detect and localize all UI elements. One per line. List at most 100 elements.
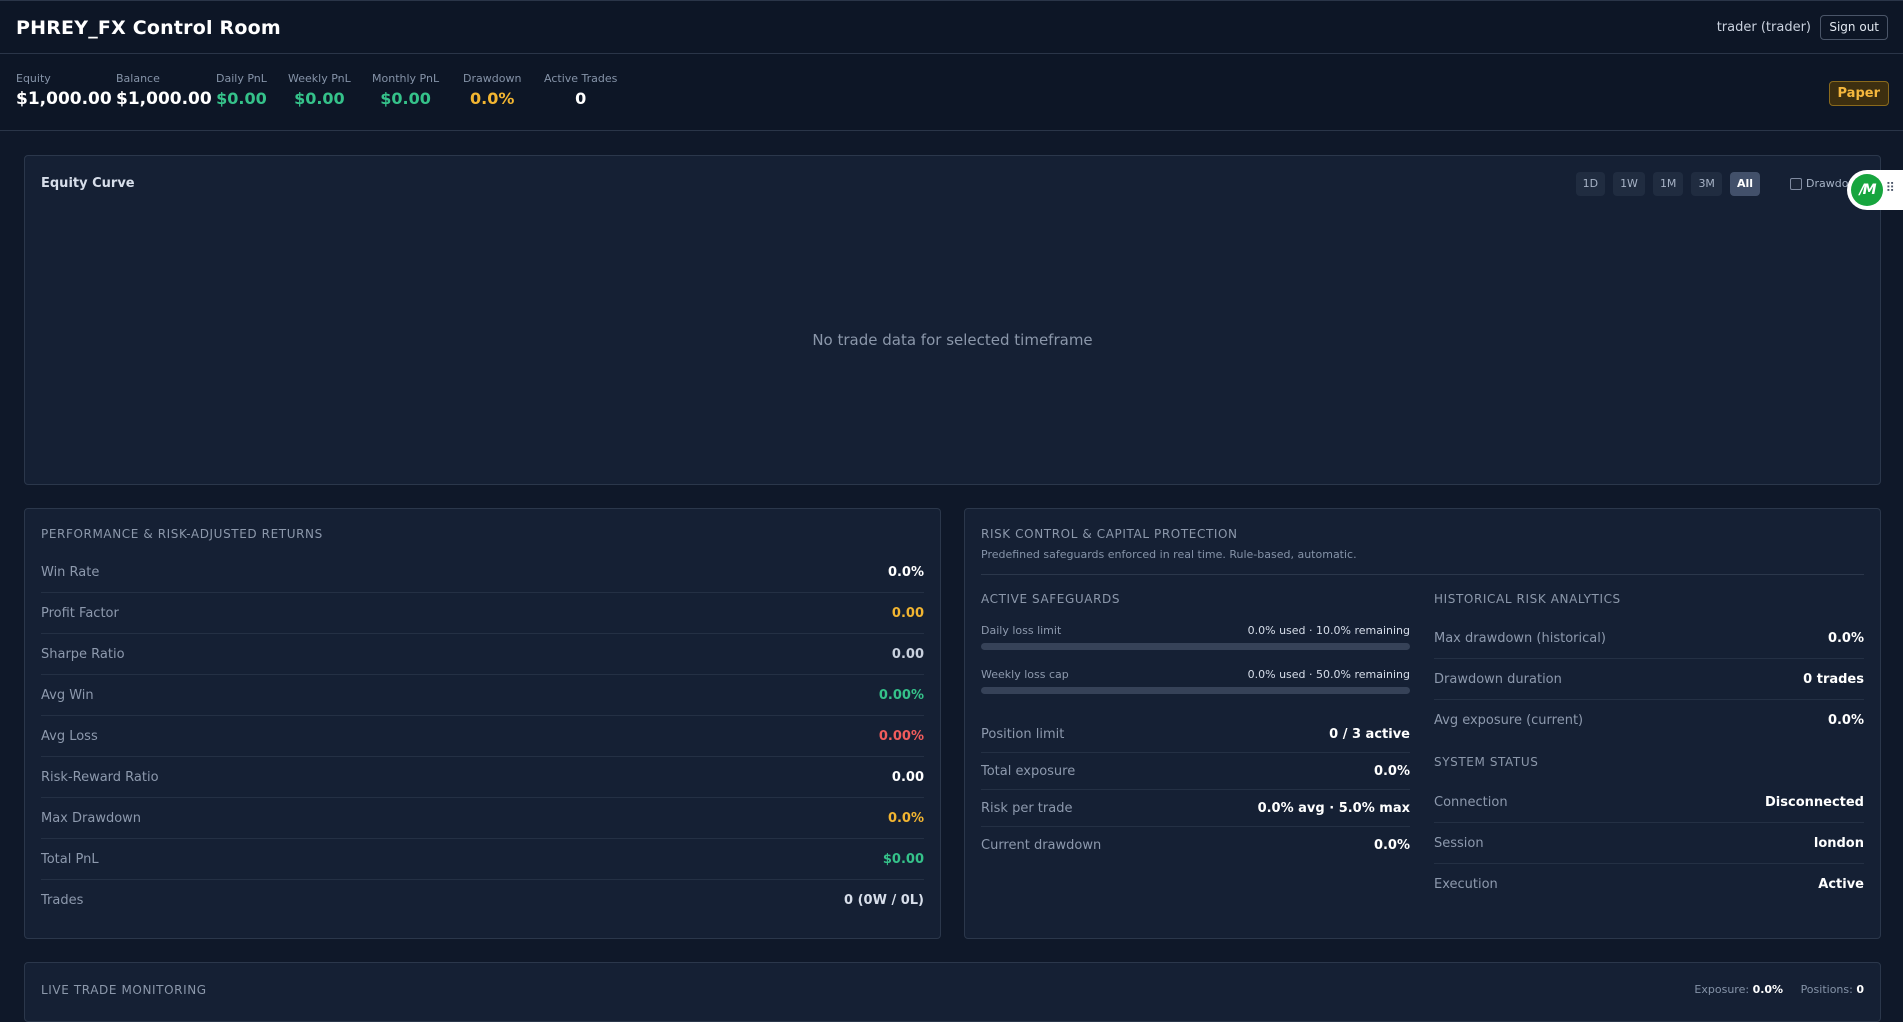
timeframe-1w-button[interactable]: 1W [1613,172,1645,196]
metric-value: $0.00 [380,89,431,108]
risk-control-panel: RISK CONTROL & CAPITAL PROTECTION Predef… [964,508,1881,939]
row-label: Max Drawdown [41,810,142,826]
safeguard-label: Weekly loss cap [981,668,1069,681]
floating-assistant-widget[interactable]: /M ⠿ [1847,170,1903,210]
row-value: 0.0% [1373,838,1410,853]
metric-drawdown: Drawdown 0.0% [463,72,521,108]
row-label: Max drawdown (historical) [1434,630,1606,646]
user-label: trader (trader) [1716,20,1811,35]
perf-row-avg-loss: Avg Loss 0.00% [41,716,924,757]
metric-label: Active Trades [544,72,618,85]
row-value: 0 / 3 active [1329,726,1410,742]
row-label: Connection [1434,794,1508,810]
row-label: Risk per trade [981,800,1073,816]
system-row-execution: Execution Active [1434,864,1864,905]
grip-icon[interactable]: ⠿ [1885,181,1895,196]
weekly-loss-progress-bar [981,687,1410,694]
row-value: london [1813,835,1864,851]
positions-label: Positions: [1800,983,1853,996]
row-value: 0.00% [878,728,924,744]
limit-row-total-exposure: Total exposure 0.0% [981,753,1410,790]
row-label: Drawdown duration [1434,671,1562,687]
row-value: 0.0% [1827,713,1864,728]
row-value: 0.0% [1827,630,1864,646]
empty-chart-message: No trade data for selected timeframe [812,331,1093,349]
performance-panel: PERFORMANCE & RISK-ADJUSTED RETURNS Win … [24,508,941,939]
metric-weekly-pnl: Weekly PnL $0.00 [288,72,351,108]
risk-heading: RISK CONTROL & CAPITAL PROTECTION [981,527,1238,541]
metric-value: $0.00 [216,89,267,108]
daily-loss-progress-bar [981,643,1410,650]
sign-out-button[interactable]: Sign out [1820,15,1888,40]
assistant-logo-icon[interactable]: /M [1851,174,1883,206]
metric-value: 0.0% [470,89,515,108]
metric-monthly-pnl: Monthly PnL $0.00 [372,72,439,108]
safeguard-weekly-loss-cap: Weekly loss cap 0.0% used · 50.0% remain… [981,668,1410,694]
row-label: Position limit [981,726,1065,742]
metric-label: Monthly PnL [372,72,440,85]
metric-label: Balance [116,72,160,85]
exposure-label: Exposure: [1694,983,1750,996]
row-label: Total PnL [41,851,99,867]
metrics-bar: Equity $1,000.00 Balance $1,000.00 Daily… [0,54,1903,131]
safeguard-label: Daily loss limit [981,624,1062,637]
row-label: Current drawdown [981,838,1102,853]
drawdown-checkbox[interactable] [1790,178,1802,190]
perf-row-trades: Trades 0 (0W / 0L) [41,880,924,921]
metric-daily-pnl: Daily PnL $0.00 [216,72,267,108]
row-label: Session [1434,835,1484,851]
row-value: 0.00 [891,605,924,621]
row-value: Active [1818,877,1864,892]
perf-row-profit-factor: Profit Factor 0.00 [41,593,924,634]
timeframe-1d-button[interactable]: 1D [1575,172,1606,196]
live-trade-monitoring-panel: LIVE TRADE MONITORING Exposure: 0.0% Pos… [24,962,1881,1022]
hist-row-max-drawdown: Max drawdown (historical) 0.0% [1434,618,1864,659]
metric-label: Equity [16,72,51,85]
exposure-value: 0.0% [1752,983,1784,996]
metric-value: 0 [575,89,587,108]
timeframe-1m-button[interactable]: 1M [1652,172,1684,196]
row-label: Risk-Reward Ratio [41,769,159,785]
active-safeguards-heading: ACTIVE SAFEGUARDS [981,592,1121,606]
row-value: 0.0% [1373,763,1410,779]
performance-heading: PERFORMANCE & RISK-ADJUSTED RETURNS [41,527,323,541]
row-label: Execution [1434,877,1498,892]
row-value: 0.00 [891,646,924,662]
row-label: Total exposure [981,763,1076,779]
paper-mode-badge: Paper [1828,81,1889,106]
live-monitoring-summary: Exposure: 0.0% Positions: 0 [1694,983,1864,996]
row-value: 0 (0W / 0L) [844,893,924,908]
row-value: 0.0% [887,810,924,826]
row-value: 0.0% avg · 5.0% max [1257,800,1410,816]
metric-value: $0.00 [294,89,345,108]
perf-row-max-drawdown: Max Drawdown 0.0% [41,798,924,839]
metric-balance: Balance $1,000.00 [116,72,212,109]
row-label: Trades [41,893,84,908]
equity-curve-panel: Equity Curve 1D 1W 1M 3M All Drawdown No… [24,155,1881,485]
row-value: 0 trades [1803,671,1864,687]
row-value: Disconnected [1765,794,1864,810]
row-label: Avg Win [41,687,94,703]
row-label: Avg exposure (current) [1434,713,1584,728]
system-row-session: Session london [1434,823,1864,864]
drawdown-toggle-label: Drawdown [1806,177,1860,190]
top-bar: PHREY_FX Control Room trader (trader) Si… [0,0,1903,54]
system-status-heading: SYSTEM STATUS [1434,755,1539,769]
perf-row-total-pnl: Total PnL $0.00 [41,839,924,880]
metric-value: $1,000.00 [116,89,212,109]
perf-row-win-rate: Win Rate 0.0% [41,552,924,593]
row-label: Win Rate [41,564,100,580]
timeframe-3m-button[interactable]: 3M [1691,172,1722,196]
limit-row-current-drawdown: Current drawdown 0.0% [981,827,1410,864]
metric-label: Daily PnL [216,72,267,85]
limit-row-position-limit: Position limit 0 / 3 active [981,716,1410,753]
timeframe-all-button[interactable]: All [1729,172,1760,196]
risk-subtitle: Predefined safeguards enforced in real t… [981,548,1357,561]
safeguard-value: 0.0% used · 50.0% remaining [1247,668,1410,681]
safeguard-daily-loss-limit: Daily loss limit 0.0% used · 10.0% remai… [981,624,1410,650]
divider [981,574,1864,575]
live-monitoring-heading: LIVE TRADE MONITORING [41,983,207,997]
metric-label: Drawdown [463,72,522,85]
timeframe-selector: 1D 1W 1M 3M All [1575,172,1760,196]
row-value: 0.0% [887,564,924,580]
